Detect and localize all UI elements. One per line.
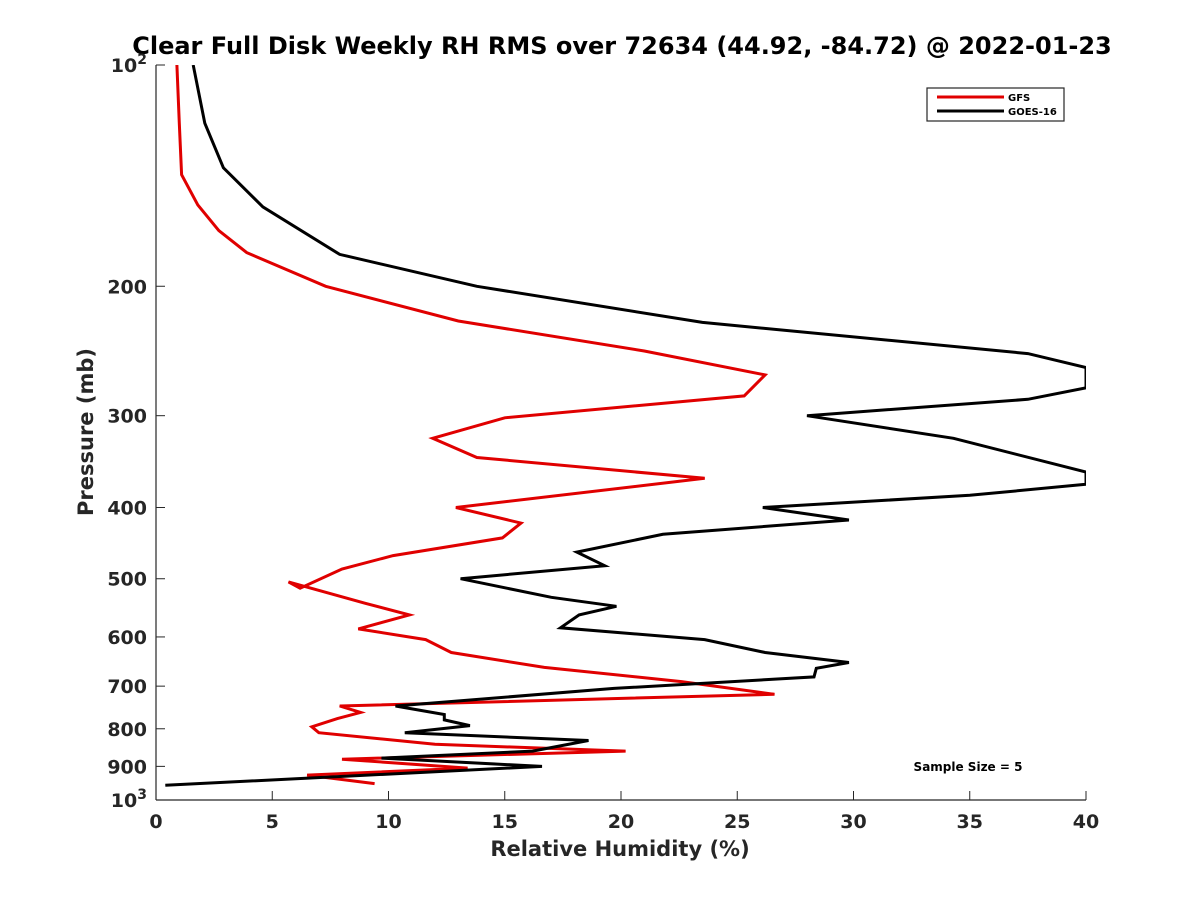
y-tick-label: 300 [107, 406, 147, 428]
sample-size-annotation: Sample Size = 5 [914, 760, 1023, 774]
y-tick-label: 500 [107, 569, 147, 591]
legend-box [926, 87, 1065, 122]
x-tick-label: 40 [1073, 811, 1099, 833]
legend-label-goes-16: GOES-16 [1008, 107, 1057, 118]
x-tick-label: 35 [957, 811, 983, 833]
y-tick-label: 200 [107, 276, 147, 298]
series-goes-16 [165, 65, 1086, 787]
y-tick-label: 800 [107, 719, 147, 741]
y-tick-label: 900 [107, 756, 147, 778]
y-axis-label: Pressure (mb) [74, 348, 98, 516]
x-tick-label: 20 [608, 811, 634, 833]
y-tick-label: 700 [107, 676, 147, 698]
legend-label-gfs: GFS [1008, 93, 1030, 104]
x-tick-label: 30 [840, 811, 866, 833]
legend: GFS GOES-16 [926, 87, 1065, 122]
series-gfs [175, 65, 775, 786]
chart-title: Clear Full Disk Weekly RH RMS over 72634… [132, 32, 1112, 60]
y-tick-label: 103 [111, 787, 147, 812]
series-line-gfs [175, 65, 775, 786]
y-tick-label: 400 [107, 498, 147, 520]
x-tick-label: 15 [492, 811, 518, 833]
x-axis-label: Relative Humidity (%) [490, 837, 749, 861]
y-tick-label: 102 [111, 52, 147, 77]
series-line-goes-16 [165, 65, 1086, 787]
x-tick-label: 10 [375, 811, 401, 833]
axes: 0 5 10 15 20 25 30 35 40 102 200 300 400 500 600 700 800… [107, 52, 1099, 833]
x-tick-label: 5 [266, 811, 279, 833]
x-tick-label: 25 [724, 811, 750, 833]
y-tick-label: 600 [107, 627, 147, 649]
x-tick-label: 0 [149, 811, 162, 833]
plot-area [165, 65, 1086, 787]
